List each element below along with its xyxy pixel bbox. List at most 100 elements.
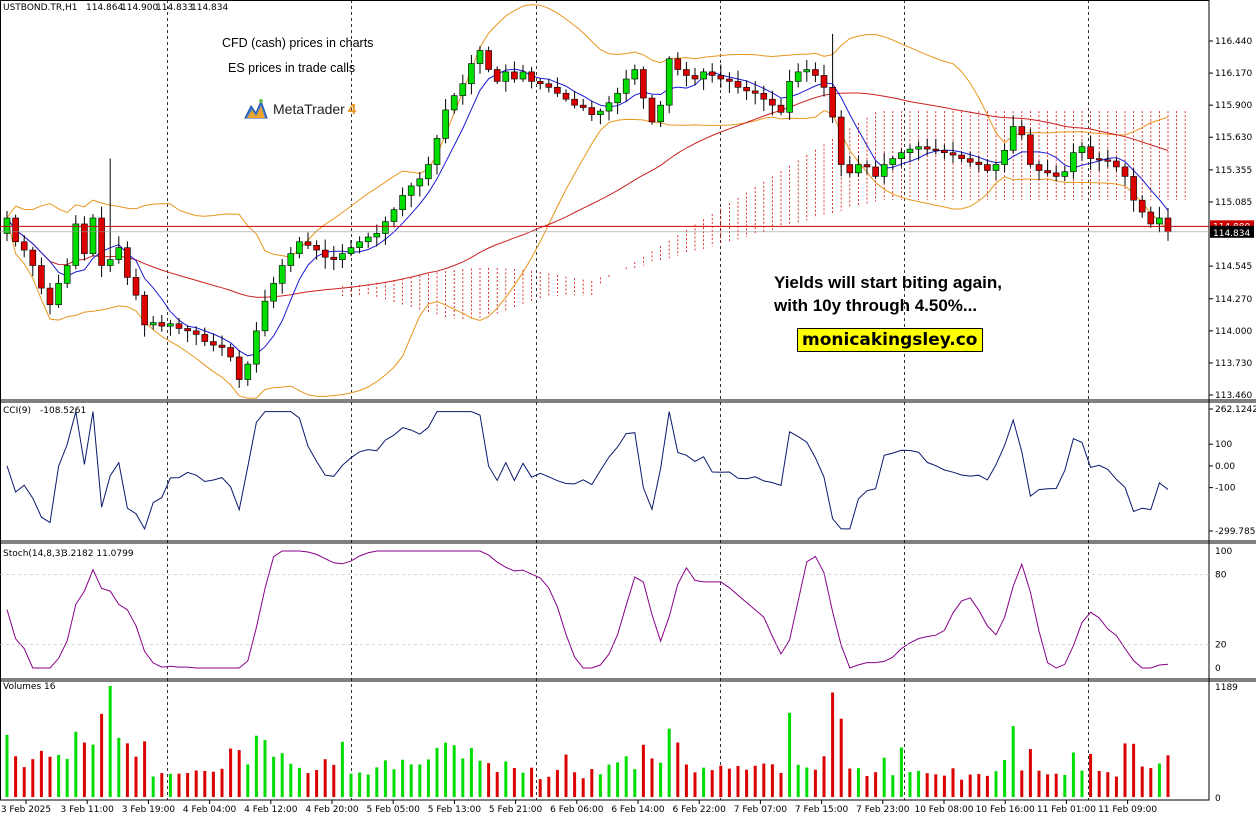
- yields-line-1: Yields will start biting again,: [774, 273, 1002, 292]
- candle: [726, 72, 733, 93]
- candle-body: [674, 58, 682, 70]
- candle-body: [175, 323, 183, 329]
- candle: [1164, 208, 1172, 241]
- x-tick-label: 3 Feb 11:00: [61, 805, 115, 815]
- candle: [855, 155, 862, 177]
- candle: [536, 78, 544, 90]
- candle-body: [459, 83, 467, 96]
- x-tick-label: 6 Feb 14:00: [611, 805, 665, 815]
- candle-body: [717, 75, 725, 80]
- candle-body: [502, 71, 510, 82]
- candle-body: [278, 265, 286, 284]
- candle: [949, 141, 957, 163]
- candle-body: [588, 107, 596, 115]
- candle: [184, 325, 191, 343]
- candle: [562, 89, 570, 102]
- candle: [605, 96, 613, 121]
- x-tick-label: 11 Feb 09:00: [1098, 805, 1157, 815]
- x-tick-label: 6 Feb 22:00: [673, 805, 727, 815]
- candle-body: [803, 69, 811, 73]
- candle-body: [562, 92, 570, 100]
- price-axes: 3 Feb 2025 3 Feb 11:00 3 Feb 19:00 4 Feb 04…: [1, 37, 1254, 815]
- candle: [614, 87, 621, 114]
- candle-body: [12, 217, 19, 243]
- price-tick-label: 115.900: [1215, 101, 1252, 111]
- brand-label[interactable]: monicakingsley.co: [797, 328, 983, 352]
- candle-body: [261, 300, 269, 332]
- candle-body: [442, 109, 449, 139]
- candle: [1113, 157, 1120, 172]
- candle: [38, 257, 45, 295]
- candle-body: [1061, 171, 1069, 177]
- candle-body: [536, 81, 544, 85]
- price-tick-label: 114.270: [1215, 295, 1252, 305]
- chart-symbol: USTBOND.TR,H1: [3, 3, 78, 13]
- candle: [769, 90, 776, 116]
- candle-body: [468, 63, 475, 85]
- candle: [373, 224, 381, 247]
- candle-body: [511, 71, 518, 80]
- candle: [167, 319, 174, 336]
- candle: [751, 81, 759, 105]
- cci-label: CCI(9): [3, 406, 31, 416]
- x-tick-label: 4 Feb 04:00: [183, 805, 237, 815]
- current-price-tag: [1210, 225, 1254, 238]
- candle: [863, 160, 871, 175]
- candle: [777, 98, 785, 116]
- candle-body: [906, 148, 914, 153]
- candle: [339, 244, 346, 269]
- candle-body: [1035, 164, 1043, 171]
- candle-body: [846, 164, 854, 174]
- candle-body: [545, 83, 553, 88]
- price-panel[interactable]: [0, 4, 1209, 399]
- candle-body: [571, 98, 578, 106]
- candle-body: [210, 341, 217, 346]
- stoch-panel[interactable]: 100 80 20 0: [0, 547, 1232, 674]
- candle-body: [382, 221, 389, 234]
- candle-body: [691, 75, 699, 80]
- candle-body: [915, 146, 922, 150]
- candle-body: [777, 104, 785, 113]
- candle-body: [1044, 170, 1051, 174]
- candle-body: [975, 161, 983, 165]
- candle-body: [597, 110, 604, 115]
- candle-body: [364, 236, 372, 243]
- candle: [278, 258, 286, 294]
- candle: [29, 246, 37, 277]
- candle: [46, 283, 54, 315]
- candle-body: [1027, 134, 1034, 165]
- cci-tick-label: -299.7858: [1215, 527, 1256, 537]
- candle-body: [244, 363, 252, 380]
- candle: [210, 333, 217, 352]
- candle: [244, 361, 252, 386]
- candle-body: [115, 247, 123, 260]
- candle: [906, 144, 914, 163]
- candle-body: [98, 217, 105, 266]
- cci-tick-label: 0.00: [1215, 462, 1235, 472]
- cci-panel[interactable]: 262.1242 100 0.00 -100 -299.7858: [6, 405, 1256, 537]
- volume-tick-label: 0: [1215, 794, 1221, 804]
- candle-body: [296, 241, 303, 254]
- candle: [984, 159, 991, 174]
- x-tick-label: 11 Feb 01:00: [1037, 805, 1096, 815]
- ohlc-high: 114.900: [121, 3, 158, 13]
- candle-body: [287, 253, 295, 266]
- es-note: ES prices in trade calls: [228, 61, 356, 75]
- candle-body: [1113, 160, 1120, 168]
- candle: [683, 62, 690, 87]
- candle: [115, 236, 123, 264]
- candle: [743, 80, 750, 100]
- candle-body: [132, 277, 140, 296]
- candle-body: [743, 87, 750, 92]
- candle-body: [29, 249, 37, 266]
- candle-body: [794, 71, 802, 82]
- volume-panel[interactable]: 1189 0: [5, 683, 1238, 804]
- candle-body: [192, 330, 200, 335]
- candle: [296, 236, 303, 259]
- cci-tick-label: -100: [1215, 484, 1236, 494]
- x-tick-label: 3 Feb 19:00: [122, 805, 176, 815]
- candle: [708, 63, 716, 83]
- price-tick-label: 114.000: [1215, 327, 1252, 337]
- candle: [55, 274, 62, 308]
